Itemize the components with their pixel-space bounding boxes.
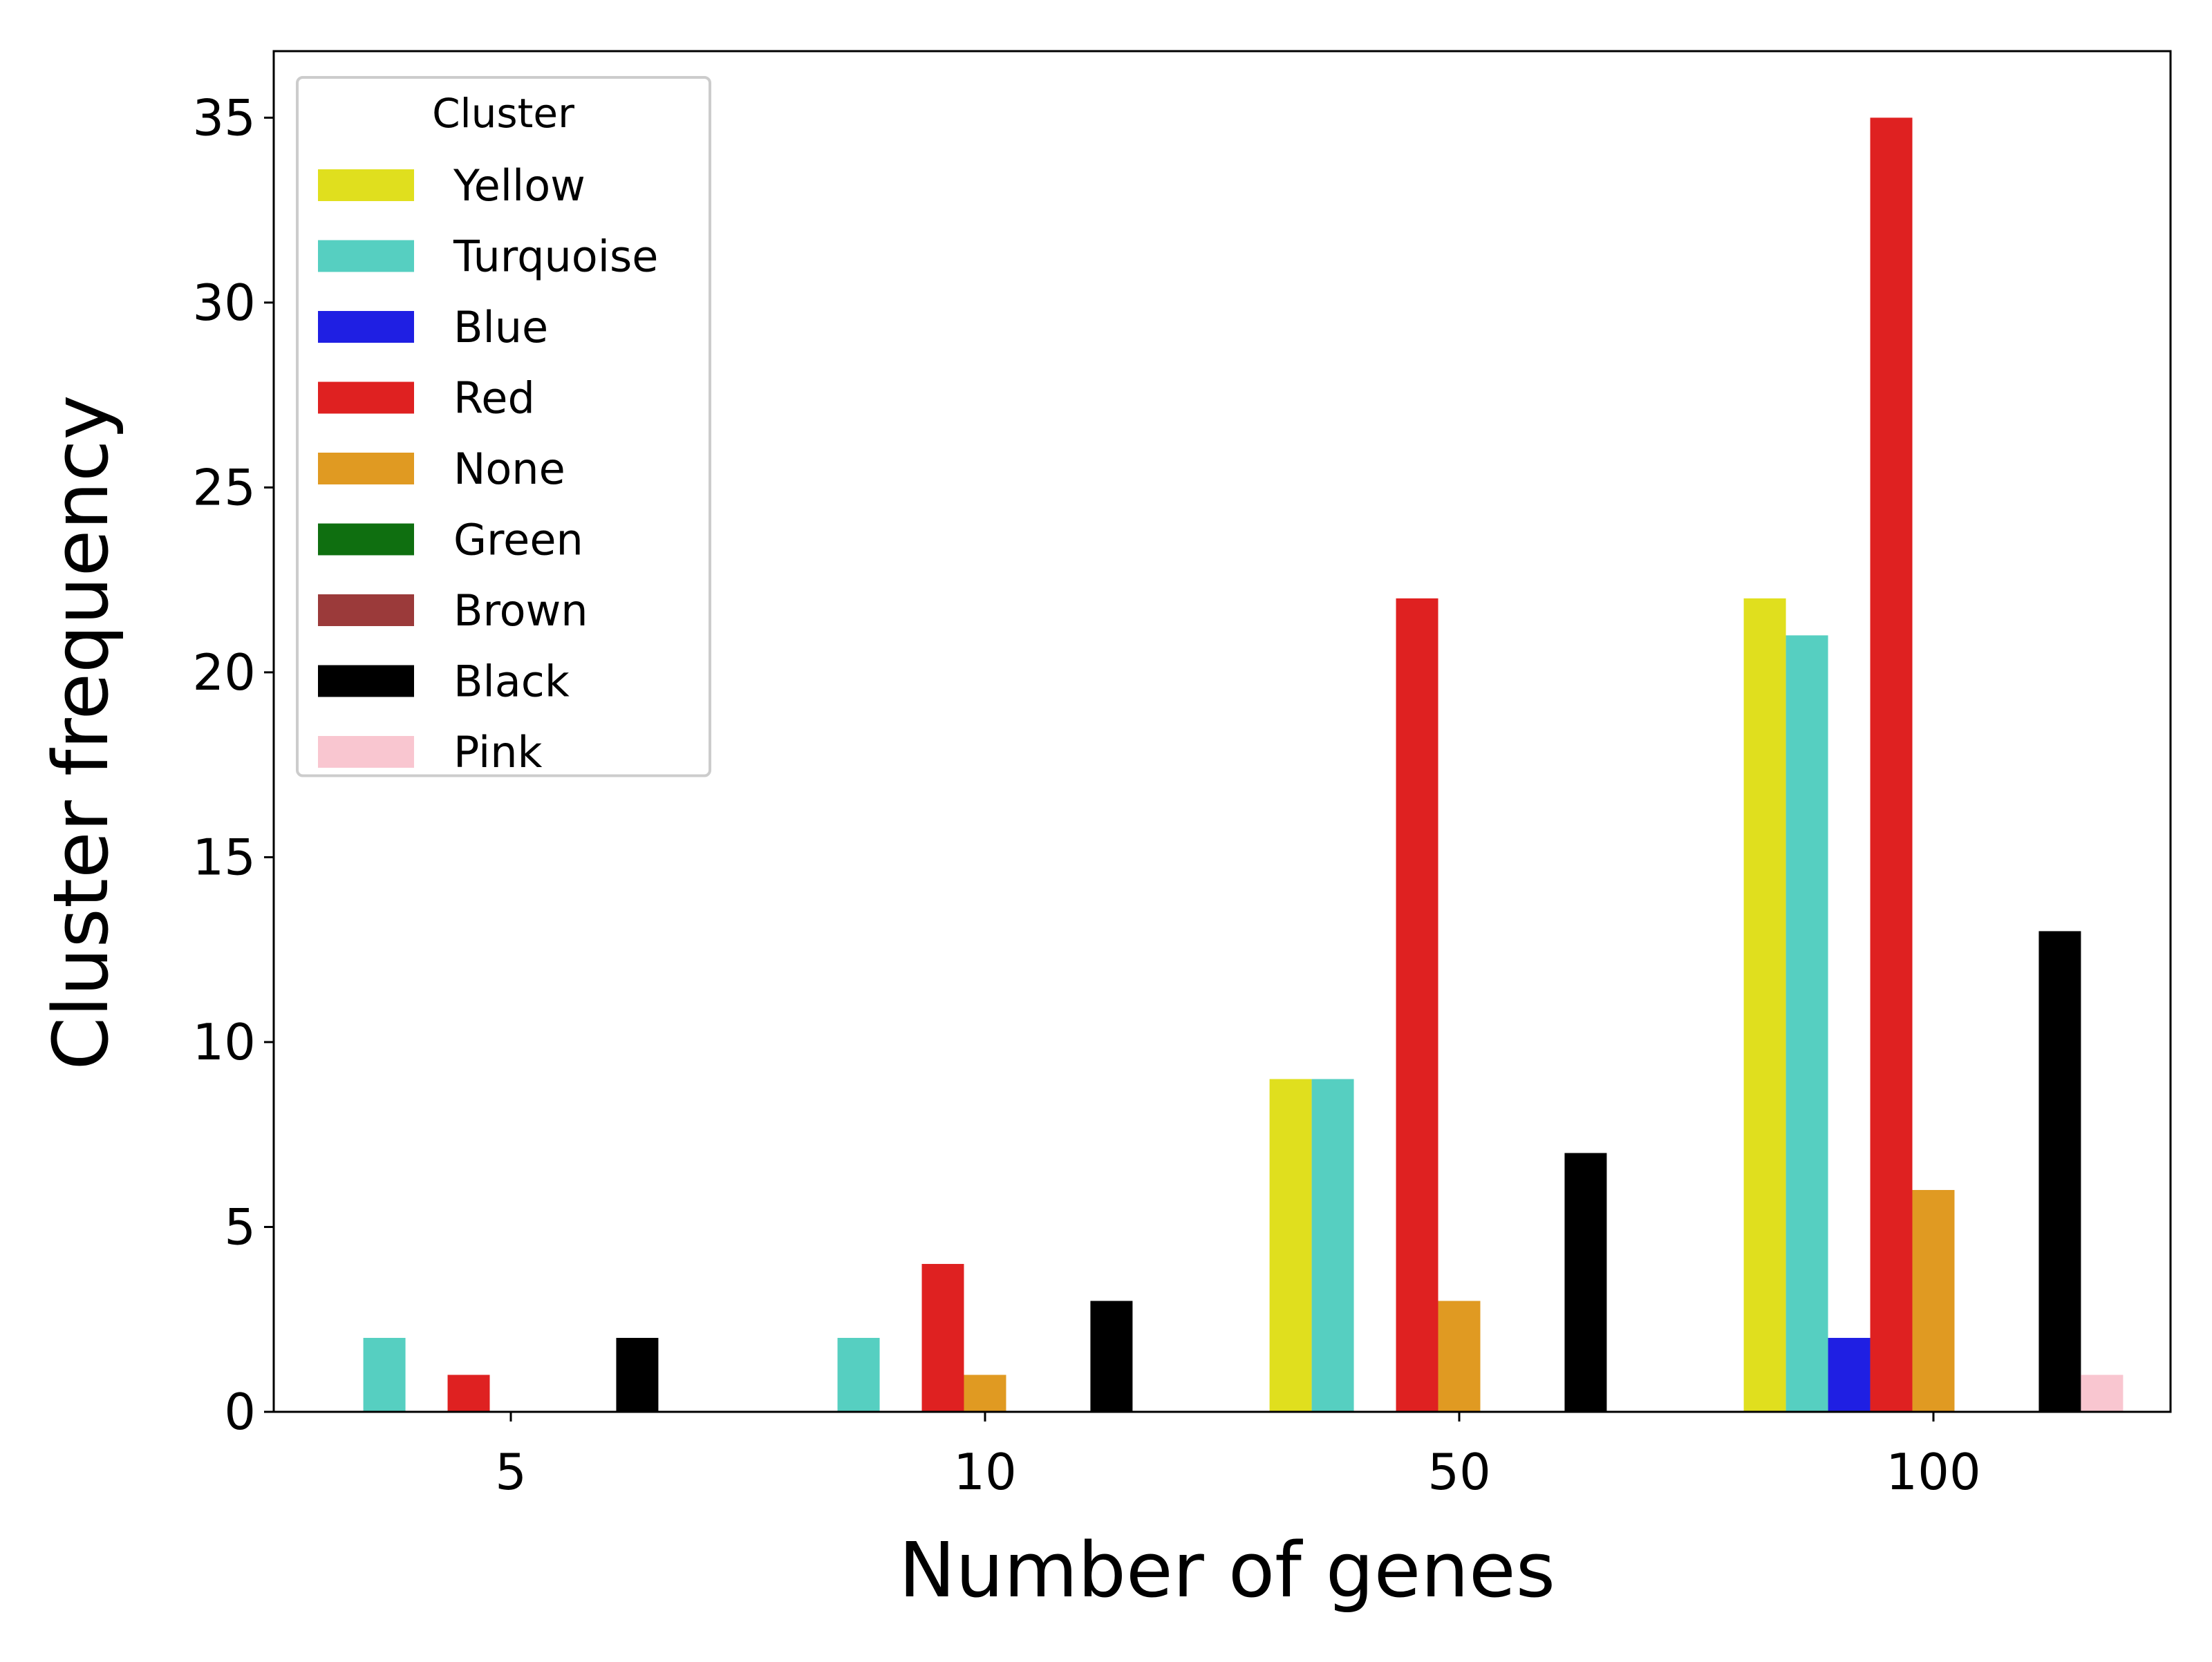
- bar-turquoise-100: [1785, 635, 1828, 1412]
- legend-label-turquoise: Turquoise: [453, 232, 658, 282]
- x-tick-label: 5: [495, 1443, 527, 1501]
- legend-swatch-yellow: [318, 169, 414, 201]
- axes-group: 0 5 10 15 20 25 30 35 5 10 50 100: [192, 50, 2172, 1501]
- y-axis-title: Cluster frequency: [37, 395, 125, 1070]
- legend-swatch-turquoise: [318, 240, 414, 272]
- legend: Cluster Yellow Turquoise Blue Red None Green Br…: [296, 76, 711, 777]
- bar-none-10: [964, 1375, 1006, 1412]
- bar-turquoise-10: [837, 1337, 880, 1412]
- bars-group: [363, 117, 2124, 1412]
- y-tick-label: 0: [224, 1383, 256, 1441]
- bar-turquoise-50: [1311, 1079, 1354, 1412]
- bar-red-5: [447, 1375, 490, 1412]
- bar-none-50: [1438, 1301, 1481, 1412]
- bar-turquoise-5: [363, 1337, 406, 1412]
- legend-label-yellow: Yellow: [453, 160, 585, 211]
- legend-swatch-pink: [318, 736, 414, 768]
- y-tick-label: 20: [192, 643, 256, 701]
- legend-label-pink: Pink: [453, 727, 543, 777]
- legend-label-none: None: [453, 444, 565, 494]
- bar-yellow-100: [1743, 598, 1786, 1412]
- bar-black-50: [1564, 1153, 1607, 1412]
- legend-label-red: Red: [453, 373, 535, 424]
- bar-none-100: [1912, 1189, 1955, 1412]
- y-tick-label: 30: [192, 274, 256, 332]
- bar-pink-100: [2081, 1375, 2124, 1412]
- bar-red-50: [1396, 598, 1438, 1412]
- legend-swatch-black: [318, 665, 414, 697]
- x-tick-label: 50: [1427, 1443, 1491, 1501]
- bar-red-100: [1870, 117, 1913, 1412]
- legend-swatch-red: [318, 381, 414, 414]
- x-tick-label: 10: [953, 1443, 1017, 1501]
- y-tick-label: 15: [192, 828, 256, 886]
- bar-black-100: [2038, 931, 2081, 1412]
- y-tick-label: 5: [224, 1198, 256, 1256]
- bar-blue-100: [1828, 1337, 1871, 1412]
- legend-label-blue: Blue: [453, 302, 548, 352]
- legend-label-black: Black: [453, 657, 570, 707]
- legend-swatch-brown: [318, 594, 414, 626]
- legend-label-brown: Brown: [453, 585, 588, 636]
- bar-yellow-50: [1269, 1079, 1312, 1412]
- x-tick-label: 100: [1886, 1443, 1980, 1501]
- y-tick-label: 35: [192, 88, 256, 147]
- y-tick-label: 25: [192, 458, 256, 516]
- bar-black-10: [1090, 1301, 1133, 1412]
- y-tick-label: 10: [192, 1013, 256, 1071]
- plot-frame: [272, 50, 2172, 1413]
- legend-label-green: Green: [453, 515, 583, 565]
- x-axis-title: Number of genes: [899, 1526, 1555, 1614]
- bar-black-5: [616, 1337, 659, 1412]
- legend-title: Cluster: [432, 90, 574, 137]
- legend-swatch-blue: [318, 311, 414, 343]
- bar-red-10: [921, 1263, 964, 1412]
- legend-swatch-green: [318, 523, 414, 556]
- legend-swatch-none: [318, 453, 414, 484]
